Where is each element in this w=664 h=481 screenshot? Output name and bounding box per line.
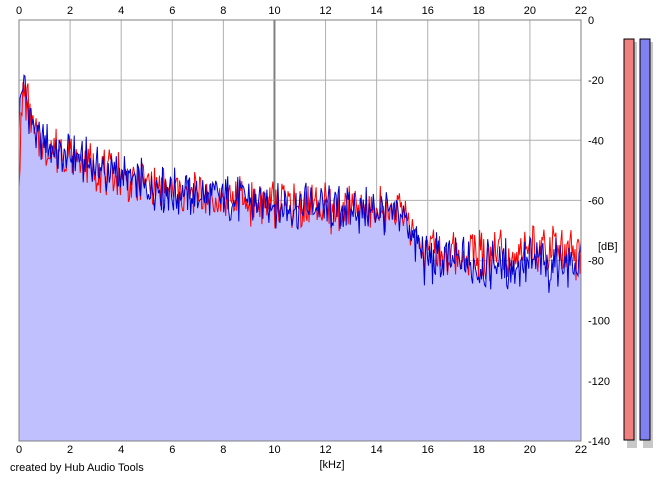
y-tick-labels: 0 -20 -40 -60 -80 -100 -120 -140 — [588, 15, 610, 448]
x-tick-labels-bottom: 0 2 4 6 8 10 12 14 16 18 20 22 — [16, 444, 587, 456]
plot-area — [18, 19, 582, 442]
level-meter — [623, 38, 635, 441]
level-meter — [639, 38, 651, 441]
y-tick-label: -20 — [588, 75, 604, 87]
plot-border — [18, 19, 582, 442]
y-tick-label: -40 — [588, 135, 604, 147]
x-tick-label-bottom: 10 — [268, 444, 280, 456]
x-tick-label-bottom: 12 — [319, 444, 331, 456]
x-axis-label: [kHz] — [319, 459, 344, 471]
y-axis-label: [dB] — [598, 241, 618, 253]
x-tick-label-bottom: 16 — [422, 444, 434, 456]
x-tick-label-top: 6 — [169, 5, 175, 17]
x-tick-label-bottom: 8 — [220, 444, 226, 456]
x-tick-label-top: 0 — [16, 5, 22, 17]
x-tick-label-bottom: 6 — [169, 444, 175, 456]
x-tick-label-bottom: 0 — [16, 444, 22, 456]
series-line-blue — [18, 74, 582, 293]
x-tick-label-bottom: 14 — [371, 444, 383, 456]
x-tick-label-bottom: 20 — [524, 444, 536, 456]
x-tick-label-top: 10 — [268, 5, 280, 17]
x-tick-label-top: 16 — [422, 5, 434, 17]
x-tick-labels-top: 0 2 4 6 8 10 12 14 16 18 20 22 — [16, 5, 587, 17]
y-tick-label: -100 — [588, 316, 610, 328]
x-tick-label-top: 4 — [118, 5, 124, 17]
level-meters — [623, 38, 653, 448]
x-tick-label-top: 8 — [220, 5, 226, 17]
y-tick-label: -120 — [588, 376, 610, 388]
x-tick-label-top: 22 — [575, 5, 587, 17]
x-tick-label-top: 2 — [67, 5, 73, 17]
x-tick-label-bottom: 4 — [118, 444, 124, 456]
x-tick-label-top: 14 — [371, 5, 383, 17]
x-tick-label-bottom: 18 — [473, 444, 485, 456]
x-tick-label-bottom: 22 — [575, 444, 587, 456]
y-tick-label: -140 — [588, 436, 610, 448]
x-tick-label-top: 20 — [524, 5, 536, 17]
y-tick-label: -60 — [588, 195, 604, 207]
spectrum-fill — [19, 75, 581, 441]
y-tick-label: 0 — [588, 15, 594, 27]
y-tick-label: -80 — [588, 256, 604, 268]
credit-text: created by Hub Audio Tools — [10, 462, 144, 474]
x-tick-label-top: 18 — [473, 5, 485, 17]
x-tick-label-top: 12 — [319, 5, 331, 17]
x-tick-label-bottom: 2 — [67, 444, 73, 456]
